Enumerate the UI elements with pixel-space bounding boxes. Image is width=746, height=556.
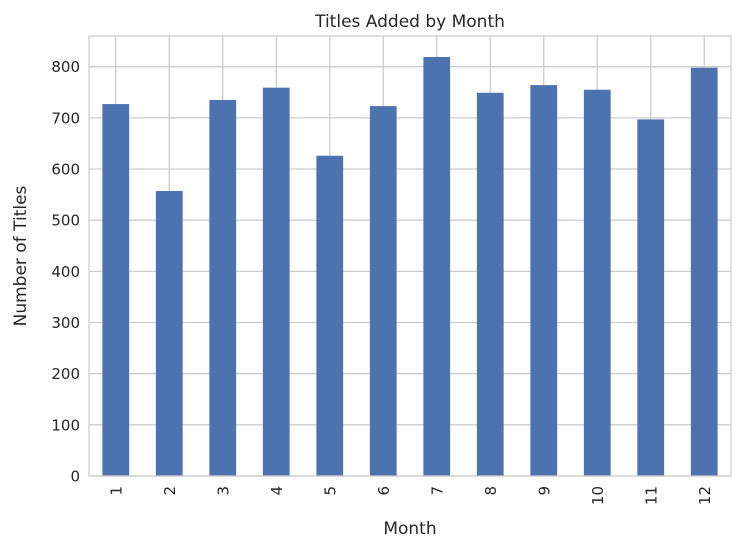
y-tick-label: 800 — [51, 58, 80, 76]
y-tick-label: 700 — [51, 109, 80, 127]
x-axis-label: Month — [383, 519, 436, 539]
y-tick-label: 0 — [70, 468, 80, 486]
bar-month-8 — [476, 92, 504, 476]
y-tick-label: 300 — [51, 314, 80, 332]
x-tick-label: 12 — [696, 486, 714, 505]
bar-month-6 — [369, 106, 397, 477]
y-tick-label: 500 — [51, 212, 80, 230]
x-tick-label: 10 — [589, 486, 607, 505]
y-tick-label: 400 — [51, 263, 80, 281]
y-tick-label: 600 — [51, 161, 80, 179]
x-tick-label: 1 — [107, 486, 125, 496]
x-tick-label: 5 — [321, 486, 339, 496]
y-tick-labels: 0 100 200 300 400 500 600 700 800 — [51, 58, 80, 485]
x-tick-labels: 1 2 3 4 5 6 7 8 9 10 11 12 — [107, 486, 714, 505]
y-axis-label: Number of Titles — [11, 185, 31, 326]
x-tick-label: 2 — [161, 486, 179, 496]
bar-month-3 — [209, 99, 237, 476]
bar-month-9 — [530, 85, 558, 477]
bar-month-10 — [583, 89, 611, 476]
plot-frame — [88, 35, 732, 477]
bar-layer — [102, 56, 718, 477]
x-tick-label: 4 — [268, 486, 286, 496]
chart-title: Titles Added by Month — [314, 12, 505, 32]
bar-month-1 — [102, 104, 130, 476]
x-tick-label: 11 — [642, 486, 660, 505]
x-tick-label: 6 — [375, 486, 393, 496]
bar-month-11 — [637, 119, 665, 476]
x-tick-label: 3 — [214, 486, 232, 496]
bar-month-2 — [155, 191, 183, 476]
bar-month-12 — [690, 67, 718, 476]
grid-layer — [89, 36, 731, 477]
x-tick-label: 8 — [482, 486, 500, 496]
bar-month-7 — [423, 56, 451, 476]
x-tick-label: 9 — [535, 486, 553, 496]
bar-month-5 — [316, 155, 344, 476]
y-tick-label: 100 — [51, 416, 80, 434]
bar-month-4 — [262, 87, 290, 477]
x-tick-label: 7 — [428, 486, 446, 496]
y-tick-label: 200 — [51, 365, 80, 383]
